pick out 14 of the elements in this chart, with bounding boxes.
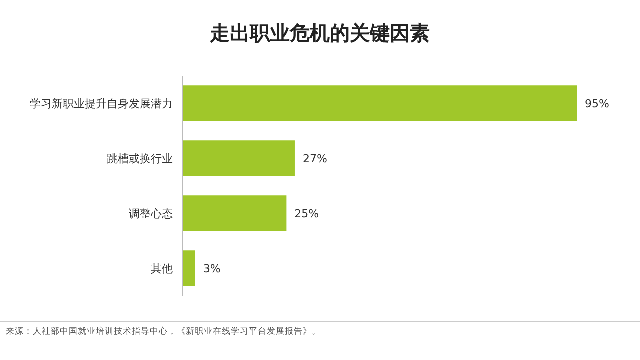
bar <box>183 140 295 176</box>
data-label: 25% <box>294 208 320 220</box>
y-tick-label: 其他 <box>151 262 173 276</box>
y-tick-label: 跳槽或换行业 <box>107 152 173 166</box>
data-label: 27% <box>302 152 328 166</box>
data-label: 3% <box>203 262 221 276</box>
bar <box>183 86 577 122</box>
y-tick-label: 学习新职业提升自身发展潜力 <box>30 98 173 110</box>
bar <box>183 196 287 232</box>
bar <box>183 250 196 286</box>
source-note: 来源：人社部中国就业培训技术指导中心，《新职业在线学习平台发展报告》。 <box>6 326 321 337</box>
chart-title: 走出职业危机的关键因素 <box>209 21 430 45</box>
y-tick-label: 调整心态 <box>129 208 173 220</box>
data-label: 95% <box>585 98 610 110</box>
